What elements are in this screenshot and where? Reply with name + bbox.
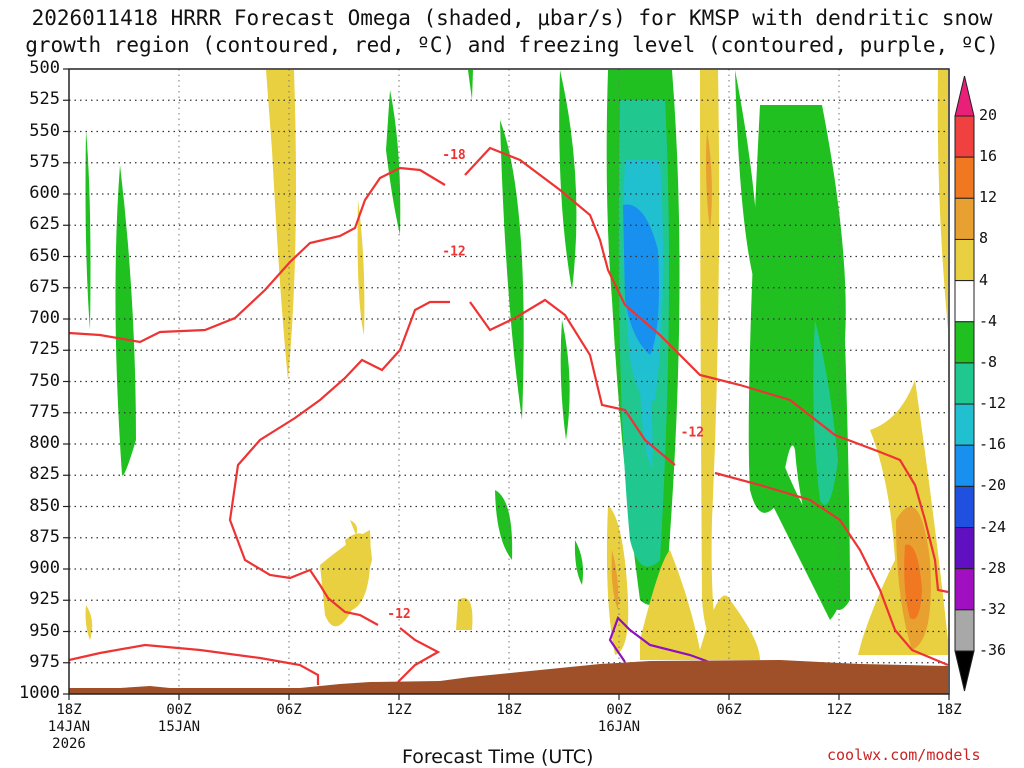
colorbar-swatch — [954, 321, 975, 364]
colorbar-swatch — [954, 609, 975, 652]
y-tick-label: 550 — [29, 120, 60, 141]
x-tick-label: 18Z — [496, 702, 522, 718]
x-tick-label: 12Z — [386, 702, 412, 718]
y-tick-label: 850 — [29, 495, 60, 516]
colorbar-label: -20 — [979, 476, 1007, 495]
colorbar-bottom-arrow — [954, 650, 975, 692]
y-tick-label: 775 — [29, 401, 60, 422]
colorbar — [954, 75, 975, 692]
y-tick-label: 675 — [29, 276, 60, 297]
y-tick-label: 500 — [29, 58, 60, 78]
y-tick-label: 725 — [29, 339, 60, 360]
colorbar-label: 8 — [979, 229, 989, 248]
colorbar-label: 16 — [979, 147, 998, 166]
y-tick-label: 900 — [29, 558, 60, 578]
x-tick-label: 12Z — [826, 702, 852, 718]
gridlines — [69, 69, 949, 694]
colorbar-label: 20 — [979, 106, 998, 124]
y-tick-label: 825 — [29, 464, 60, 485]
y-tick-label: 625 — [29, 214, 60, 235]
x-tick-date: 15JAN — [157, 719, 201, 735]
x-axis-title: Forecast Time (UTC) — [402, 746, 594, 768]
colorbar-swatch — [954, 156, 975, 199]
y-tick-label: 600 — [29, 183, 60, 203]
y-tick-label: 925 — [29, 589, 60, 610]
x-tick-year: 2026 — [52, 736, 86, 752]
contour-label: -12 — [442, 244, 465, 259]
contour-label: -12 — [681, 426, 704, 441]
colorbar-label: -36 — [979, 641, 1007, 659]
x-tick-date: 14JAN — [47, 719, 91, 735]
colorbar-label: -32 — [979, 599, 1007, 618]
x-tick-date: 16JAN — [597, 719, 641, 735]
x-tick-label: 06Z — [716, 702, 742, 718]
colorbar-swatch — [954, 527, 975, 570]
colorbar-swatch — [954, 403, 975, 446]
colorbar-label: -16 — [979, 435, 1007, 454]
y-tick-label: 800 — [29, 433, 60, 453]
colorbar-swatch — [954, 197, 975, 240]
colorbar-swatch — [954, 238, 975, 282]
y-tick-label: 525 — [29, 89, 60, 110]
colorbar-swatch — [954, 568, 975, 611]
dgz-contours — [69, 146, 949, 685]
contour-label: -12 — [387, 607, 410, 622]
y-tick-label: 875 — [29, 526, 60, 547]
y-tick-label: 750 — [29, 370, 60, 391]
colorbar-swatch — [954, 485, 975, 529]
colorbar-top-arrow — [954, 75, 975, 117]
x-tick-label: 00Z — [606, 702, 632, 718]
colorbar-swatch — [954, 362, 975, 405]
x-tick-label: 18Z — [936, 702, 962, 718]
credit-link[interactable]: coolwx.com/models — [827, 746, 981, 764]
contour-labels: -18 -12 -12 -12 — [387, 148, 704, 622]
colorbar-swatch — [954, 444, 975, 487]
y-tick-label: 650 — [29, 245, 60, 266]
y-tick-label: 950 — [29, 620, 60, 641]
colorbar-label: -28 — [979, 558, 1007, 577]
colorbar-label: -4 — [979, 311, 998, 330]
x-tick-label: 18Z — [56, 702, 82, 718]
y-tick-label: 1000 — [19, 683, 60, 703]
colorbar-label: 12 — [979, 188, 998, 207]
colorbar-label: -8 — [979, 352, 998, 371]
colorbar-swatch — [954, 115, 975, 158]
x-tick-label: 06Z — [276, 702, 302, 718]
chart-title-line-2: growth region (contoured, red, ºC) and f… — [25, 33, 999, 57]
x-tick-label: 00Z — [166, 702, 192, 718]
colorbar-label: -24 — [979, 517, 1007, 536]
axis-ticks — [63, 68, 950, 700]
y-tick-label: 975 — [29, 651, 60, 672]
colorbar-label: 4 — [979, 270, 989, 289]
omega-shading — [85, 70, 948, 660]
colorbar-label: -12 — [979, 394, 1007, 413]
contour-label: -18 — [442, 148, 466, 163]
freezing-level-contour — [608, 616, 713, 665]
colorbar-swatch — [954, 280, 975, 323]
chart-title-line-1: 2026011418 HRRR Forecast Omega (shaded, … — [31, 6, 993, 30]
y-tick-label: 700 — [29, 308, 60, 328]
y-tick-label: 575 — [29, 151, 60, 172]
terrain-fill — [69, 660, 948, 694]
